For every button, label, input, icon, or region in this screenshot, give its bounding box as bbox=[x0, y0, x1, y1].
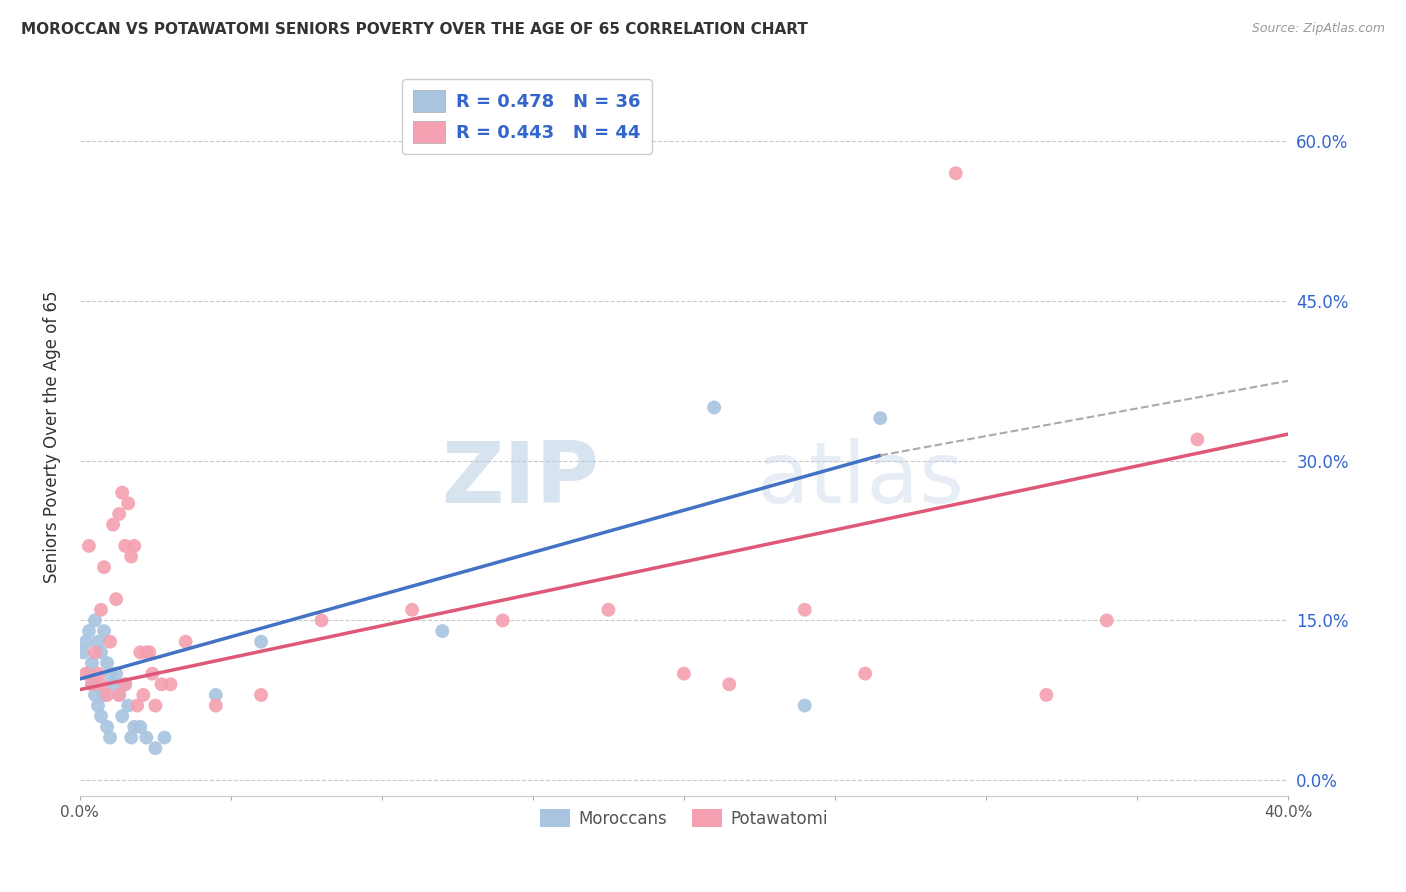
Point bbox=[153, 731, 176, 745]
Point bbox=[204, 698, 226, 713]
Point bbox=[80, 677, 103, 691]
Point bbox=[793, 698, 815, 713]
Point bbox=[90, 677, 112, 691]
Point bbox=[129, 645, 152, 659]
Point bbox=[84, 645, 107, 659]
Point bbox=[672, 666, 695, 681]
Point bbox=[250, 688, 273, 702]
Point bbox=[703, 401, 725, 415]
Point bbox=[159, 677, 181, 691]
Point bbox=[174, 634, 197, 648]
Point bbox=[75, 634, 97, 648]
Point bbox=[122, 720, 145, 734]
Point bbox=[138, 645, 160, 659]
Point bbox=[108, 507, 131, 521]
Point bbox=[869, 411, 891, 425]
Point bbox=[98, 634, 121, 648]
Point bbox=[98, 666, 121, 681]
Point bbox=[90, 645, 112, 659]
Point bbox=[1035, 688, 1057, 702]
Point bbox=[108, 688, 131, 702]
Point bbox=[96, 656, 118, 670]
Point bbox=[105, 666, 128, 681]
Point bbox=[114, 677, 136, 691]
Point bbox=[793, 603, 815, 617]
Point bbox=[72, 645, 94, 659]
Text: MOROCCAN VS POTAWATOMI SENIORS POVERTY OVER THE AGE OF 65 CORRELATION CHART: MOROCCAN VS POTAWATOMI SENIORS POVERTY O… bbox=[21, 22, 808, 37]
Point bbox=[117, 496, 139, 510]
Text: ZIP: ZIP bbox=[441, 438, 599, 522]
Point bbox=[77, 624, 100, 638]
Point bbox=[135, 645, 157, 659]
Point bbox=[135, 731, 157, 745]
Point bbox=[945, 166, 967, 180]
Point bbox=[93, 560, 115, 574]
Point bbox=[96, 720, 118, 734]
Point bbox=[105, 592, 128, 607]
Legend: Moroccans, Potawatomi: Moroccans, Potawatomi bbox=[533, 803, 835, 835]
Point bbox=[93, 624, 115, 638]
Text: atlas: atlas bbox=[756, 438, 965, 522]
Point bbox=[132, 688, 155, 702]
Point bbox=[1095, 614, 1118, 628]
Point bbox=[87, 698, 110, 713]
Point bbox=[96, 688, 118, 702]
Point bbox=[101, 677, 124, 691]
Point bbox=[120, 549, 142, 564]
Point bbox=[150, 677, 173, 691]
Point bbox=[111, 709, 134, 723]
Point bbox=[1187, 433, 1209, 447]
Point bbox=[98, 731, 121, 745]
Point bbox=[80, 677, 103, 691]
Point bbox=[108, 688, 131, 702]
Point bbox=[114, 677, 136, 691]
Point bbox=[90, 603, 112, 617]
Point bbox=[145, 741, 167, 756]
Point bbox=[598, 603, 620, 617]
Point bbox=[101, 517, 124, 532]
Point bbox=[77, 666, 100, 681]
Point bbox=[80, 656, 103, 670]
Point bbox=[492, 614, 515, 628]
Point bbox=[114, 539, 136, 553]
Point bbox=[145, 698, 167, 713]
Point bbox=[204, 688, 226, 702]
Point bbox=[129, 720, 152, 734]
Y-axis label: Seniors Poverty Over the Age of 65: Seniors Poverty Over the Age of 65 bbox=[44, 291, 60, 583]
Point bbox=[87, 634, 110, 648]
Point bbox=[401, 603, 423, 617]
Point bbox=[311, 614, 333, 628]
Point bbox=[432, 624, 454, 638]
Point bbox=[122, 539, 145, 553]
Point bbox=[84, 688, 107, 702]
Point bbox=[120, 731, 142, 745]
Text: Source: ZipAtlas.com: Source: ZipAtlas.com bbox=[1251, 22, 1385, 36]
Point bbox=[87, 666, 110, 681]
Point bbox=[718, 677, 741, 691]
Point bbox=[111, 485, 134, 500]
Point bbox=[141, 666, 163, 681]
Point bbox=[93, 688, 115, 702]
Point bbox=[90, 709, 112, 723]
Point bbox=[117, 698, 139, 713]
Point bbox=[127, 698, 149, 713]
Point bbox=[853, 666, 876, 681]
Point bbox=[75, 666, 97, 681]
Point bbox=[250, 634, 273, 648]
Point bbox=[84, 614, 107, 628]
Point bbox=[77, 539, 100, 553]
